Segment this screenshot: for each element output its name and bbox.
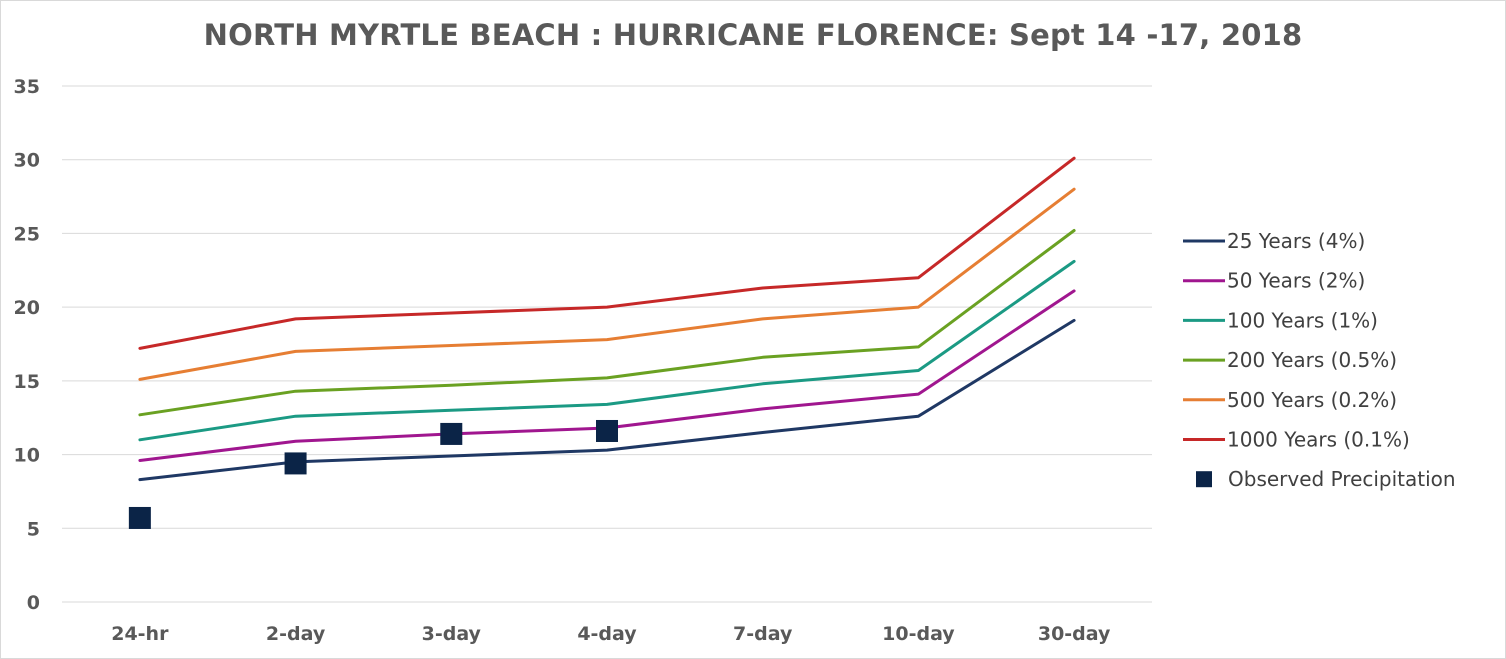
x-tick-label: 24-hr	[111, 623, 169, 645]
legend-label: 100 Years (1%)	[1227, 308, 1378, 332]
y-tick-label: 10	[14, 445, 40, 467]
x-tick-label: 4-day	[577, 623, 637, 645]
chart-title: NORTH MYRTLE BEACH : HURRICANE FLORENCE:…	[203, 18, 1303, 52]
legend-item: 25 Years (4%)	[1183, 229, 1365, 253]
legend-item: 500 Years (0.2%)	[1183, 388, 1397, 412]
y-tick-label: 15	[14, 371, 40, 393]
x-tick-label: 3-day	[422, 623, 482, 645]
legend-label: Observed Precipitation	[1228, 467, 1456, 491]
legend-item: 1000 Years (0.1%)	[1183, 428, 1410, 452]
observed-markers	[128, 419, 618, 529]
x-tick-label: 7-day	[733, 623, 793, 645]
observed-point	[440, 422, 463, 445]
legend: 25 Years (4%) 50 Years (2%) 100 Years (1%)…	[1183, 229, 1456, 491]
x-tick-label: 10-day	[882, 623, 955, 645]
series-line	[138, 229, 1076, 417]
y-tick-label: 30	[14, 150, 40, 172]
grid-lines	[62, 85, 1152, 603]
x-tick-label: 2-day	[266, 623, 326, 645]
y-tick-label: 0	[27, 592, 40, 614]
legend-label: 1000 Years (0.1%)	[1227, 428, 1410, 452]
y-axis-ticks: 0 5 10 15 20 25 30 35	[14, 76, 40, 614]
legend-label: 500 Years (0.2%)	[1227, 388, 1397, 412]
y-tick-label: 5	[27, 518, 40, 540]
legend-label: 50 Years (2%)	[1227, 269, 1365, 293]
observed-point	[128, 506, 151, 529]
y-tick-label: 25	[14, 223, 40, 245]
legend-item: 50 Years (2%)	[1183, 269, 1365, 293]
legend-label: 25 Years (4%)	[1227, 229, 1365, 253]
legend-item: 100 Years (1%)	[1183, 308, 1378, 332]
y-tick-label: 35	[14, 76, 40, 98]
series-line	[138, 156, 1076, 350]
x-tick-label: 30-day	[1038, 623, 1111, 645]
observed-point	[596, 419, 618, 442]
series-line	[138, 259, 1076, 442]
legend-item: 200 Years (0.5%)	[1183, 348, 1397, 372]
x-axis-ticks: 24-hr 2-day 3-day 4-day 7-day 10-day 30-day	[111, 623, 1111, 645]
legend-swatch	[1196, 471, 1212, 488]
legend-item: Observed Precipitation	[1196, 467, 1456, 491]
observed-point	[284, 452, 307, 475]
series-line	[138, 187, 1076, 381]
series-line	[138, 318, 1076, 482]
y-tick-label: 20	[14, 297, 40, 319]
legend-label: 200 Years (0.5%)	[1227, 348, 1397, 372]
